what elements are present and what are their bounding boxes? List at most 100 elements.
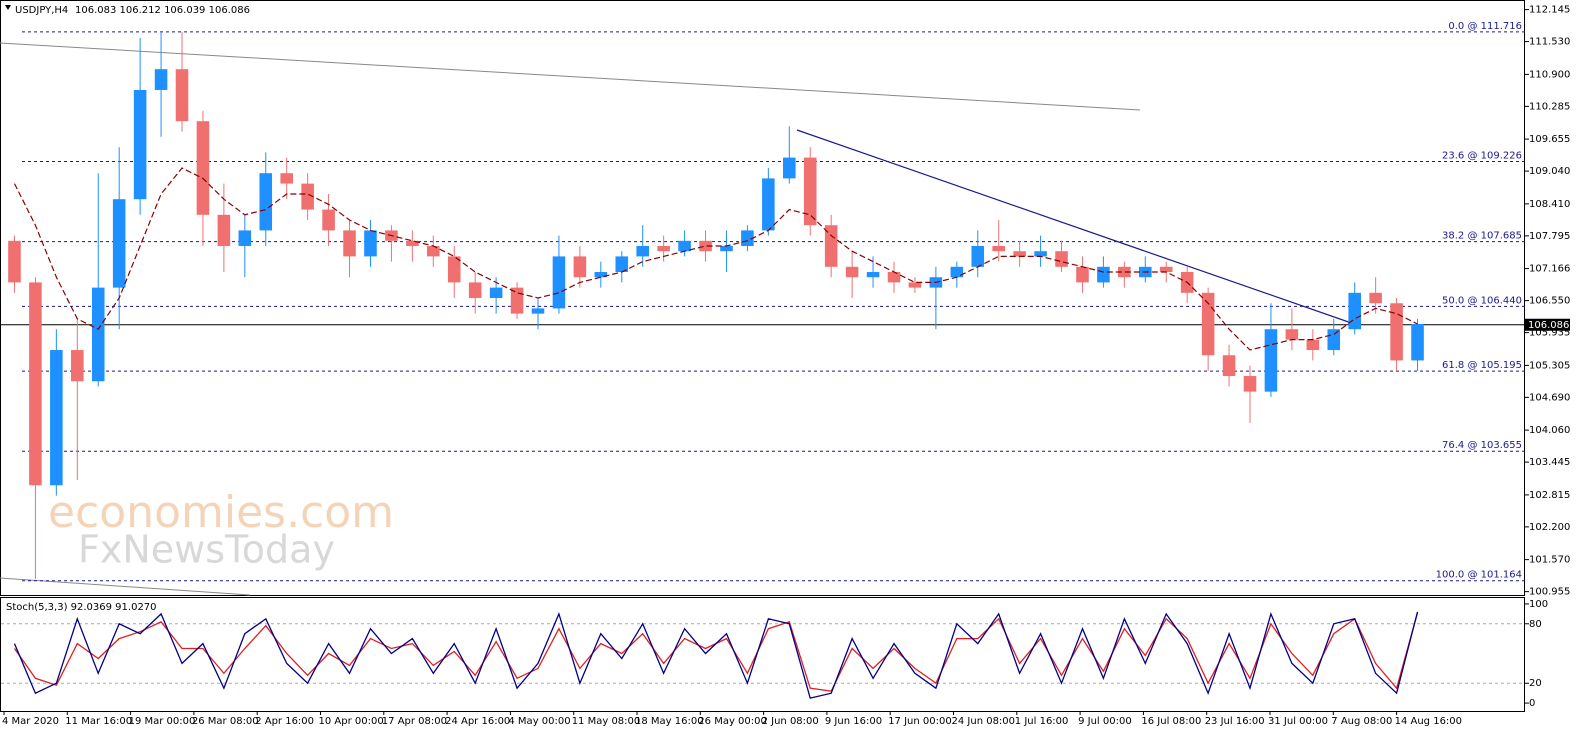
candle-body [1013, 251, 1026, 257]
fib-label: 0.0 @ 111.716 [1448, 21, 1522, 32]
x-tick-label: 1 Jul 16:00 [1015, 716, 1069, 727]
candle-body [427, 246, 440, 257]
candle-body [196, 121, 210, 215]
fib-label: 61.8 @ 105.195 [1442, 360, 1522, 371]
current-price-label: 106.086 [1528, 320, 1569, 331]
candle-body [489, 287, 503, 299]
fib-label: 50.0 @ 106.440 [1442, 295, 1522, 306]
candle-body [510, 287, 524, 314]
watermark: FxNewsToday [78, 528, 335, 572]
candle-body [573, 256, 587, 278]
candle-body [133, 89, 147, 200]
candle-body [678, 240, 691, 252]
y-tick-label: 109.040 [1529, 166, 1570, 177]
candle-body [1390, 303, 1403, 361]
current-price-box [1525, 318, 1570, 331]
candle-body [1118, 266, 1131, 278]
stoch-y-tick-label: 0 [1529, 698, 1535, 709]
x-tick-label: 9 Jul 00:00 [1078, 716, 1132, 727]
candle-body [657, 246, 670, 252]
candle-body [8, 240, 21, 283]
candle-body [301, 183, 314, 210]
candle-body [531, 308, 545, 314]
fib-label: 38.2 @ 107.685 [1442, 231, 1522, 242]
x-tick-label: 7 Aug 08:00 [1331, 716, 1392, 727]
candle-body [91, 287, 105, 382]
x-tick-label: 2 Apr 16:00 [255, 716, 314, 727]
y-tick-label: 110.285 [1529, 101, 1570, 112]
y-tick-label: 109.655 [1529, 134, 1570, 145]
candle-body [29, 282, 42, 486]
candle-body [1243, 376, 1257, 392]
candle-body [552, 256, 566, 309]
candle-body [1285, 329, 1299, 340]
candle-body [217, 214, 231, 247]
candle-body [1097, 266, 1110, 283]
x-tick-label: 11 Mar 16:00 [65, 716, 132, 727]
candle-body [1076, 266, 1089, 283]
main-frame [0, 0, 1525, 596]
x-tick-label: 11 May 08:00 [572, 716, 641, 727]
candle-body [154, 69, 168, 90]
candle-body [1327, 329, 1341, 351]
candle-body [950, 266, 964, 278]
stoch-title: Stoch(5,3,3) 92.0369 91.0270 [6, 602, 157, 613]
candle-body [71, 350, 84, 382]
candle-body [1264, 329, 1278, 392]
y-tick-label: 102.200 [1529, 522, 1570, 533]
candle-body [636, 246, 649, 257]
candle-body [1201, 292, 1215, 356]
candle-body [280, 173, 293, 184]
y-tick-label: 107.166 [1529, 264, 1570, 275]
x-tick-label: 24 Jun 08:00 [952, 716, 1016, 727]
y-tick-label: 105.935 [1529, 328, 1570, 339]
candle-body [447, 256, 461, 283]
candle-body [259, 173, 273, 231]
y-tick-label: 102.815 [1529, 490, 1570, 501]
candle-body [112, 199, 126, 288]
candle-body [615, 256, 629, 273]
y-tick-label: 106.550 [1529, 296, 1570, 307]
candle-body [343, 230, 356, 257]
candle-body [971, 246, 985, 267]
symbol: USDJPY,H4 [15, 5, 68, 16]
x-tick-label: 26 May 00:00 [698, 716, 767, 727]
trend-line [0, 42, 1141, 111]
fib-label: 76.4 @ 103.655 [1442, 440, 1522, 451]
x-tick-label: 18 May 16:00 [635, 716, 704, 727]
x-tick-label: 14 Aug 16:00 [1395, 716, 1462, 727]
x-tick-label: 23 Jul 16:00 [1205, 716, 1265, 727]
x-tick-label: 24 Apr 16:00 [445, 716, 510, 727]
candle-body [364, 230, 377, 257]
y-tick-label: 100.955 [1529, 587, 1570, 598]
y-tick-label: 112.145 [1529, 5, 1570, 16]
stoch-y-tick-label: 80 [1529, 619, 1542, 630]
x-tick-label: 26 Mar 08:00 [192, 716, 259, 727]
candle-body [238, 230, 252, 247]
candle-body [824, 225, 838, 267]
candle-body [175, 69, 189, 122]
x-tick-label: 2 Jun 08:00 [762, 716, 819, 727]
candle-body [720, 246, 733, 252]
stoch-y-tick-label: 100 [1529, 599, 1548, 610]
quote: 106.083 106.212 106.039 106.086 [75, 5, 250, 16]
x-tick-label: 19 Mar 00:00 [129, 716, 196, 727]
y-tick-label: 104.060 [1529, 425, 1570, 436]
candle-body [322, 209, 335, 231]
y-tick-label: 105.305 [1529, 360, 1570, 371]
candle-body [908, 282, 922, 288]
candle-body [1222, 355, 1236, 377]
candle-body [594, 272, 608, 278]
fib-label: 100.0 @ 101.164 [1436, 570, 1522, 581]
y-tick-label: 111.530 [1529, 37, 1570, 48]
y-tick-label: 107.795 [1529, 231, 1570, 242]
candle-body [1159, 266, 1173, 273]
stoch-line [13, 611, 1419, 699]
candle-body [992, 246, 1005, 252]
x-tick-label: 17 Apr 08:00 [382, 716, 447, 727]
symbol-arrow [5, 5, 11, 10]
candle-body [1034, 251, 1047, 257]
y-tick-label: 104.690 [1529, 392, 1570, 403]
x-tick-label: 17 Jun 00:00 [888, 716, 952, 727]
y-tick-label: 108.410 [1529, 199, 1570, 210]
